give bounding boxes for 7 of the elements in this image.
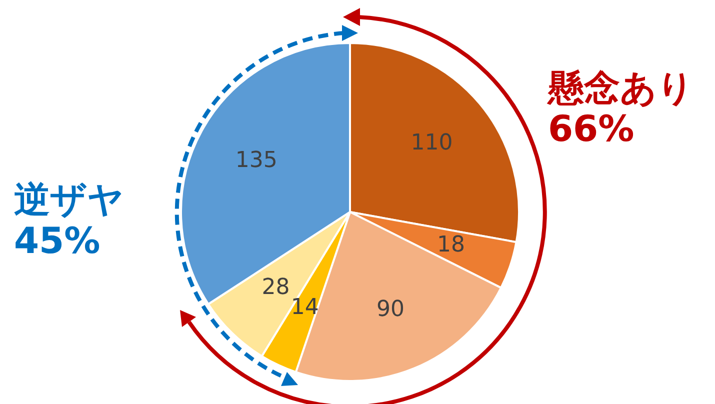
data-label: 28 [262, 275, 290, 300]
text: 懸念あり 66% [548, 68, 694, 151]
data-label: 18 [436, 232, 465, 258]
data-label: 135 [235, 148, 278, 173]
data-label: 90 [376, 297, 404, 322]
text: 逆ザヤ 45% [14, 180, 124, 263]
data-label: 110 [410, 130, 453, 156]
